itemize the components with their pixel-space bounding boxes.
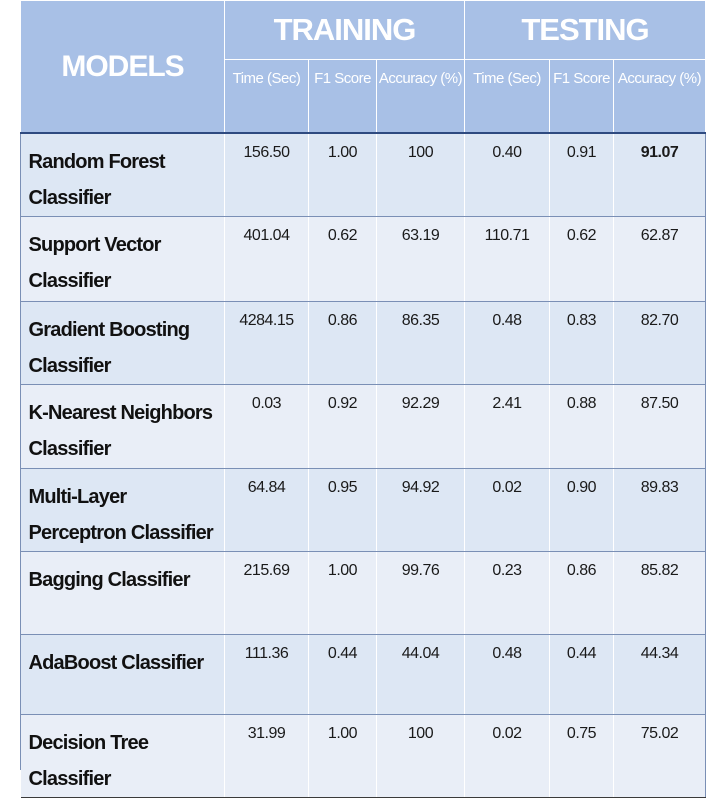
model-name-cell: Decision Tree Classifier — [20, 714, 225, 798]
training-f1-cell: 0.44 — [308, 634, 377, 715]
training-time-cell: 4284.15 — [224, 301, 309, 385]
table-row: Bagging Classifier 215.69 1.00 99.76 0.2… — [20, 551, 706, 635]
model-name-cell: Random Forest Classifier — [20, 133, 225, 217]
training-accuracy-cell: 92.29 — [376, 384, 465, 469]
testing-f1-cell: 0.44 — [549, 634, 614, 715]
table-row: Multi-Layer Perceptron Classifier 64.84 … — [20, 468, 706, 552]
testing-time-cell: 0.48 — [464, 301, 550, 385]
testing-accuracy-cell: 87.50 — [613, 384, 706, 469]
training-accuracy-cell: 94.92 — [376, 468, 465, 552]
testing-accuracy-cell: 85.82 — [613, 551, 706, 635]
testing-f1-cell: 0.90 — [549, 468, 614, 552]
table-row: Support Vector Classifier 401.04 0.62 63… — [20, 216, 706, 302]
training-f1-cell: 0.92 — [308, 384, 377, 469]
training-f1-header: F1 Score — [308, 59, 377, 134]
training-time-header: Time (Sec) — [224, 59, 309, 134]
training-f1-cell: 1.00 — [308, 714, 377, 798]
testing-accuracy-cell: 91.07 — [613, 133, 706, 217]
testing-f1-cell: 0.83 — [549, 301, 614, 385]
model-name-cell: Gradient Boosting Classifier — [20, 301, 225, 385]
testing-accuracy-cell: 44.34 — [613, 634, 706, 715]
training-f1-cell: 1.00 — [308, 551, 377, 635]
testing-time-cell: 0.02 — [464, 468, 550, 552]
testing-header: TESTING — [464, 0, 706, 60]
testing-accuracy-cell: 89.83 — [613, 468, 706, 552]
testing-f1-cell: 0.75 — [549, 714, 614, 798]
training-header: TRAINING — [224, 0, 465, 60]
testing-time-cell: 2.41 — [464, 384, 550, 469]
testing-f1-cell: 0.91 — [549, 133, 614, 217]
training-time-cell: 64.84 — [224, 468, 309, 552]
table-row: Decision Tree Classifier 31.99 1.00 100 … — [20, 714, 706, 798]
testing-f1-cell: 0.62 — [549, 216, 614, 302]
table-row: AdaBoost Classifier 111.36 0.44 44.04 0.… — [20, 634, 706, 715]
training-time-cell: 31.99 — [224, 714, 309, 798]
training-accuracy-cell: 100 — [376, 133, 465, 217]
testing-time-cell: 0.02 — [464, 714, 550, 798]
training-f1-cell: 0.86 — [308, 301, 377, 385]
training-time-cell: 215.69 — [224, 551, 309, 635]
training-accuracy-cell: 99.76 — [376, 551, 465, 635]
testing-f1-header: F1 Score — [549, 59, 614, 134]
training-f1-cell: 0.95 — [308, 468, 377, 552]
testing-time-header: Time (Sec) — [464, 59, 550, 134]
training-time-cell: 0.03 — [224, 384, 309, 469]
training-f1-cell: 1.00 — [308, 133, 377, 217]
training-accuracy-cell: 100 — [376, 714, 465, 798]
table-row: Random Forest Classifier 156.50 1.00 100… — [20, 133, 706, 217]
training-accuracy-cell: 44.04 — [376, 634, 465, 715]
model-name-cell: K-Nearest Neighbors Classifier — [20, 384, 225, 469]
testing-accuracy-cell: 62.87 — [613, 216, 706, 302]
training-time-cell: 156.50 — [224, 133, 309, 217]
testing-time-cell: 0.48 — [464, 634, 550, 715]
model-name-cell: AdaBoost Classifier — [20, 634, 225, 715]
testing-time-cell: 110.71 — [464, 216, 550, 302]
training-f1-cell: 0.62 — [308, 216, 377, 302]
testing-time-cell: 0.23 — [464, 551, 550, 635]
training-time-cell: 401.04 — [224, 216, 309, 302]
testing-f1-cell: 0.86 — [549, 551, 614, 635]
model-name-cell: Bagging Classifier — [20, 551, 225, 635]
testing-accuracy-cell: 75.02 — [613, 714, 706, 798]
testing-accuracy-cell: 82.70 — [613, 301, 706, 385]
model-results-table: MODELS TRAINING TESTING Time (Sec) F1 Sc… — [20, 0, 706, 798]
testing-accuracy-header: Accuracy (%) — [613, 59, 706, 134]
training-accuracy-cell: 63.19 — [376, 216, 465, 302]
training-time-cell: 111.36 — [224, 634, 309, 715]
training-accuracy-cell: 86.35 — [376, 301, 465, 385]
models-header: MODELS — [20, 0, 225, 134]
model-name-cell: Support Vector Classifier — [20, 216, 225, 302]
table-row: K-Nearest Neighbors Classifier 0.03 0.92… — [20, 384, 706, 469]
table-row: Gradient Boosting Classifier 4284.15 0.8… — [20, 301, 706, 385]
testing-f1-cell: 0.88 — [549, 384, 614, 469]
testing-time-cell: 0.40 — [464, 133, 550, 217]
training-accuracy-header: Accuracy (%) — [376, 59, 465, 134]
model-name-cell: Multi-Layer Perceptron Classifier — [20, 468, 225, 552]
